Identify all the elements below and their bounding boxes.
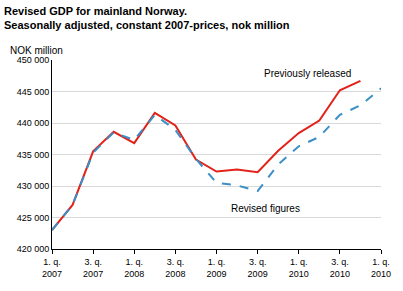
svg-text:425 000: 425 000 [17, 213, 50, 223]
svg-text:NOK million: NOK million [10, 45, 63, 56]
svg-text:Revised figures: Revised figures [231, 203, 300, 214]
svg-text:Revised GDP for mainland Norwa: Revised GDP for mainland Norway.Seasonal… [4, 5, 290, 31]
svg-text:Previously released: Previously released [264, 68, 351, 79]
svg-text:1. q.2007: 1. q.2007 [42, 257, 62, 279]
svg-text:435 000: 435 000 [17, 150, 50, 160]
svg-text:1. q.2009: 1. q.2009 [206, 257, 226, 279]
svg-text:420 000: 420 000 [17, 244, 50, 254]
svg-text:440 000: 440 000 [17, 118, 50, 128]
svg-text:3. q.2007: 3. q.2007 [83, 257, 103, 279]
svg-text:430 000: 430 000 [17, 181, 50, 191]
svg-text:1. q.2010: 1. q.2010 [289, 257, 309, 279]
svg-text:3. q.2009: 3. q.2009 [248, 257, 268, 279]
svg-text:450 000: 450 000 [17, 55, 50, 65]
svg-text:1. q.2008: 1. q.2008 [124, 257, 144, 279]
svg-text:1. q.2010: 1. q.2010 [371, 257, 391, 279]
svg-text:3. q.2008: 3. q.2008 [165, 257, 185, 279]
svg-text:3. q.2010: 3. q.2010 [330, 257, 350, 279]
svg-text:445 000: 445 000 [17, 87, 50, 97]
